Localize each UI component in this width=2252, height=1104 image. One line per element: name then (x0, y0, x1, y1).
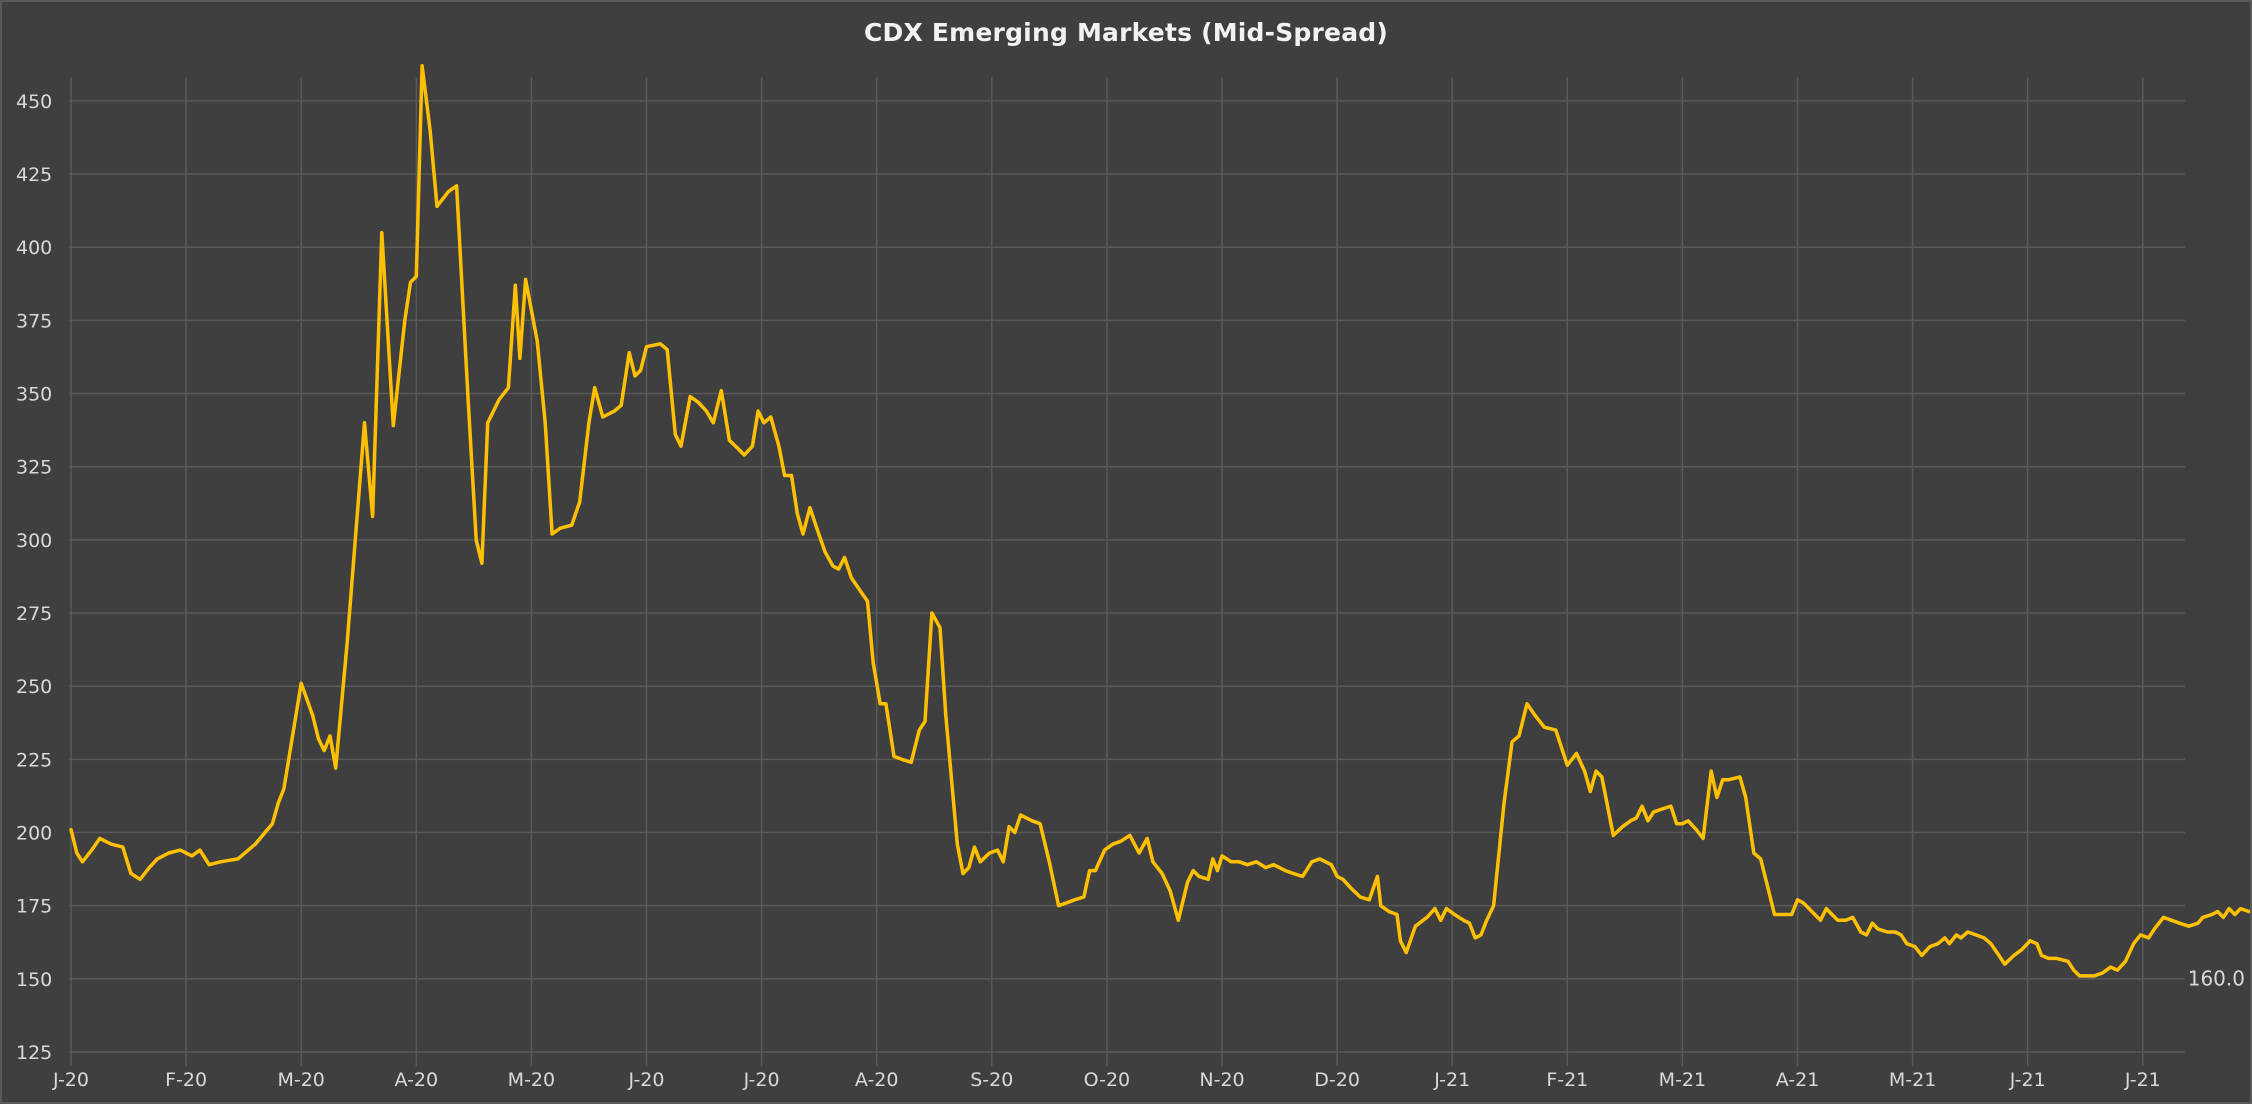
x-tick-label: D-20 (1314, 1069, 1360, 1091)
x-tick-label: J-21 (2124, 1069, 2161, 1091)
x-tick-label: J-21 (1433, 1069, 1470, 1091)
y-tick-label: 175 (16, 896, 52, 918)
end-value-group: 160.0 (2188, 967, 2245, 991)
y-tick-label: 400 (16, 237, 52, 259)
gridlines (69, 77, 2185, 1066)
series-group (69, 64, 2250, 978)
y-tick-label: 200 (16, 823, 52, 845)
y-tick-label: 125 (16, 1042, 52, 1064)
x-tick-label: F-20 (165, 1069, 207, 1091)
x-tick-label: J-20 (628, 1069, 665, 1091)
y-tick-label: 275 (16, 603, 52, 625)
y-tick-label: 300 (16, 530, 52, 552)
x-tick-label: N-20 (1199, 1069, 1244, 1091)
y-tick-label: 250 (16, 676, 52, 698)
x-tick-label: M-20 (508, 1069, 555, 1091)
x-tick-label: A-21 (1776, 1069, 1820, 1091)
y-tick-label: 425 (16, 164, 52, 186)
y-tick-label: 225 (16, 749, 52, 771)
x-tick-label: M-21 (1889, 1069, 1936, 1091)
y-axis-ticks: 125 150 175 200 225 250 275 300 325 350 375 400 425 4… (16, 91, 52, 1064)
x-tick-label: J-20 (52, 1069, 89, 1091)
y-tick-label: 325 (16, 457, 52, 479)
end-value-label: 160.0 (2188, 967, 2245, 991)
x-tick-label: O-20 (1084, 1069, 1131, 1091)
x-tick-label: J-21 (2009, 1069, 2046, 1091)
x-tick-label: S-20 (970, 1069, 1013, 1091)
x-tick-label: A-20 (855, 1069, 899, 1091)
x-tick-label: F-21 (1546, 1069, 1588, 1091)
x-tick-label: J-20 (743, 1069, 780, 1091)
y-tick-label: 450 (16, 91, 52, 113)
x-axis-ticks: J-20 F-20 M-20 A-20 M-20 J-20 J-20 A-20 S-20 O-20… (52, 1069, 2161, 1091)
y-tick-label: 350 (16, 384, 52, 406)
x-tick-label: A-20 (394, 1069, 438, 1091)
x-tick-label: M-20 (277, 1069, 324, 1091)
chart-title: CDX Emerging Markets (Mid-Spread) (864, 18, 1388, 47)
y-tick-label: 375 (16, 310, 52, 332)
series-line (69, 64, 2250, 978)
y-tick-label: 150 (16, 969, 52, 991)
x-tick-label: M-21 (1659, 1069, 1706, 1091)
